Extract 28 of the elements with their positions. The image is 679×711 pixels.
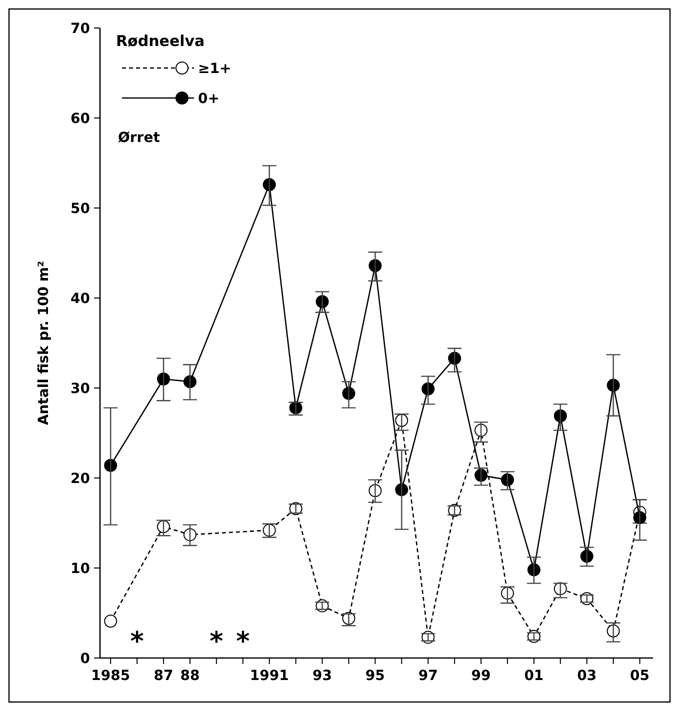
y-tick-label: 50 <box>70 200 90 217</box>
y-tick-label: 10 <box>70 560 90 577</box>
x-tick-label: 93 <box>312 668 332 684</box>
y-tick-label: 0 <box>80 650 90 667</box>
x-tick-label: 1991 <box>250 668 289 684</box>
x-tick-label: 03 <box>577 668 597 684</box>
x-tick-label: 88 <box>180 668 200 684</box>
legend-label: 0+ <box>198 90 220 107</box>
y-tick-label: 40 <box>70 290 90 307</box>
annotation: * <box>130 627 144 657</box>
chart-title: Rødneelva <box>116 32 205 50</box>
x-tick-label: 1985 <box>91 668 130 684</box>
annotation: * <box>210 627 224 657</box>
x-tick-label: 97 <box>418 668 438 684</box>
y-tick-label: 60 <box>70 110 90 127</box>
annotation: * <box>236 627 250 657</box>
y-tick-label: 20 <box>70 470 90 487</box>
y-tick-label: 30 <box>70 380 90 397</box>
y-axis-title: Antall fisk pr. 100 m² <box>36 260 52 426</box>
x-tick-label: 01 <box>524 668 544 684</box>
x-tick-label: 99 <box>471 668 491 684</box>
legend-label: ≥1+ <box>198 60 232 77</box>
y-tick-label: 70 <box>70 20 90 37</box>
text: Ørret <box>118 130 160 146</box>
x-tick-label: 87 <box>154 668 174 684</box>
x-tick-label: 95 <box>365 668 385 684</box>
x-tick-label: 05 <box>630 668 650 684</box>
point <box>104 614 118 628</box>
